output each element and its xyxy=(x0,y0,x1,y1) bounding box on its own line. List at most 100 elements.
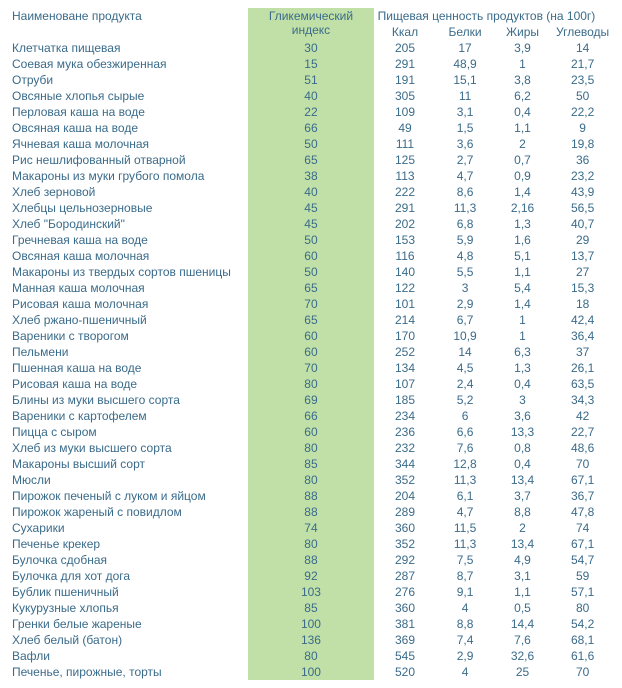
cell-fat: 3,9 xyxy=(494,40,551,56)
cell-gi: 74 xyxy=(248,520,373,536)
cell-protein: 6,1 xyxy=(436,488,493,504)
cell-gi: 50 xyxy=(248,264,373,280)
cell-kcal: 116 xyxy=(374,248,437,264)
cell-fat: 4,9 xyxy=(494,552,551,568)
table-row: Пирожок жареный с повидлом882894,78,847,… xyxy=(8,504,614,520)
table-row: Мюсли8035211,313,467,1 xyxy=(8,472,614,488)
cell-kcal: 360 xyxy=(374,600,437,616)
cell-kcal: 289 xyxy=(374,504,437,520)
cell-name: Овсяная каша молочная xyxy=(8,248,248,264)
cell-fat: 1,1 xyxy=(494,264,551,280)
cell-kcal: 236 xyxy=(374,424,437,440)
table-row: Бублик пшеничный1032769,11,157,1 xyxy=(8,584,614,600)
cell-name: Перловая каша на воде xyxy=(8,104,248,120)
cell-kcal: 291 xyxy=(374,56,437,72)
cell-fat: 13,4 xyxy=(494,472,551,488)
header-fat: Жиры xyxy=(494,24,551,40)
table-row: Макароны из муки грубого помола381134,70… xyxy=(8,168,614,184)
cell-kcal: 205 xyxy=(374,40,437,56)
cell-fat: 6,2 xyxy=(494,88,551,104)
cell-gi: 88 xyxy=(248,488,373,504)
table-row: Хлебцы цельнозерновые4529111,32,1656,5 xyxy=(8,200,614,216)
cell-carbs: 22,7 xyxy=(551,424,614,440)
cell-kcal: 232 xyxy=(374,440,437,456)
table-row: Хлеб зерновой402228,61,443,9 xyxy=(8,184,614,200)
cell-name: Печенье крекер xyxy=(8,536,248,552)
cell-protein: 1,5 xyxy=(436,120,493,136)
cell-fat: 32,6 xyxy=(494,648,551,664)
header-protein: Белки xyxy=(436,24,493,40)
cell-name: Хлеб из муки высшего сорта xyxy=(8,440,248,456)
cell-protein: 9,1 xyxy=(436,584,493,600)
cell-fat: 7,6 xyxy=(494,632,551,648)
glycemic-index-table: Наименоване продукта Гликемический индек… xyxy=(8,8,614,680)
cell-carbs: 50 xyxy=(551,88,614,104)
cell-gi: 100 xyxy=(248,616,373,632)
cell-gi: 50 xyxy=(248,136,373,152)
cell-name: Макароны из твердых сортов пшеницы xyxy=(8,264,248,280)
header-name: Наименоване продукта xyxy=(8,8,248,40)
cell-kcal: 222 xyxy=(374,184,437,200)
cell-gi: 15 xyxy=(248,56,373,72)
cell-carbs: 14 xyxy=(551,40,614,56)
cell-fat: 0,4 xyxy=(494,456,551,472)
cell-carbs: 27 xyxy=(551,264,614,280)
table-row: Клетчатка пищевая30205173,914 xyxy=(8,40,614,56)
cell-carbs: 48,6 xyxy=(551,440,614,456)
table-row: Пицца с сыром602366,613,322,7 xyxy=(8,424,614,440)
cell-fat: 1 xyxy=(494,328,551,344)
cell-carbs: 59 xyxy=(551,568,614,584)
cell-carbs: 22,2 xyxy=(551,104,614,120)
cell-fat: 5,4 xyxy=(494,280,551,296)
cell-protein: 4,7 xyxy=(436,504,493,520)
cell-carbs: 54,2 xyxy=(551,616,614,632)
table-row: Макароны из твердых сортов пшеницы501405… xyxy=(8,264,614,280)
cell-kcal: 125 xyxy=(374,152,437,168)
cell-carbs: 15,3 xyxy=(551,280,614,296)
cell-kcal: 520 xyxy=(374,664,437,680)
cell-name: Вареники с картофелем xyxy=(8,408,248,424)
cell-kcal: 352 xyxy=(374,472,437,488)
table-row: Отруби5119115,13,823,5 xyxy=(8,72,614,88)
cell-name: Пирожок жареный с повидлом xyxy=(8,504,248,520)
cell-gi: 103 xyxy=(248,584,373,600)
cell-gi: 66 xyxy=(248,408,373,424)
cell-protein: 10,9 xyxy=(436,328,493,344)
cell-name: Булочка сдобная xyxy=(8,552,248,568)
cell-protein: 6 xyxy=(436,408,493,424)
cell-carbs: 57,1 xyxy=(551,584,614,600)
cell-gi: 60 xyxy=(248,424,373,440)
cell-name: Булочка для хот дога xyxy=(8,568,248,584)
cell-carbs: 47,8 xyxy=(551,504,614,520)
cell-gi: 88 xyxy=(248,552,373,568)
cell-gi: 70 xyxy=(248,296,373,312)
cell-gi: 65 xyxy=(248,312,373,328)
cell-protein: 6,6 xyxy=(436,424,493,440)
cell-fat: 0,7 xyxy=(494,152,551,168)
cell-kcal: 185 xyxy=(374,392,437,408)
cell-carbs: 26,1 xyxy=(551,360,614,376)
cell-kcal: 122 xyxy=(374,280,437,296)
cell-protein: 6,8 xyxy=(436,216,493,232)
cell-protein: 2,7 xyxy=(436,152,493,168)
cell-fat: 3,6 xyxy=(494,408,551,424)
cell-fat: 1 xyxy=(494,312,551,328)
table-row: Манная каша молочная6512235,415,3 xyxy=(8,280,614,296)
table-row: Печенье крекер8035211,313,467,1 xyxy=(8,536,614,552)
cell-fat: 14,4 xyxy=(494,616,551,632)
cell-protein: 11,3 xyxy=(436,200,493,216)
cell-kcal: 545 xyxy=(374,648,437,664)
cell-name: Рисовая каша молочная xyxy=(8,296,248,312)
cell-carbs: 40,7 xyxy=(551,216,614,232)
cell-kcal: 49 xyxy=(374,120,437,136)
cell-name: Хлебцы цельнозерновые xyxy=(8,200,248,216)
cell-fat: 0,4 xyxy=(494,376,551,392)
cell-carbs: 70 xyxy=(551,664,614,680)
cell-name: Вафли xyxy=(8,648,248,664)
table-row: Вафли805452,932,661,6 xyxy=(8,648,614,664)
table-row: Овсяная каша молочная601164,85,113,7 xyxy=(8,248,614,264)
cell-protein: 5,2 xyxy=(436,392,493,408)
cell-protein: 15,1 xyxy=(436,72,493,88)
cell-fat: 0,8 xyxy=(494,440,551,456)
table-row: Хлеб белый (батон)1363697,47,668,1 xyxy=(8,632,614,648)
